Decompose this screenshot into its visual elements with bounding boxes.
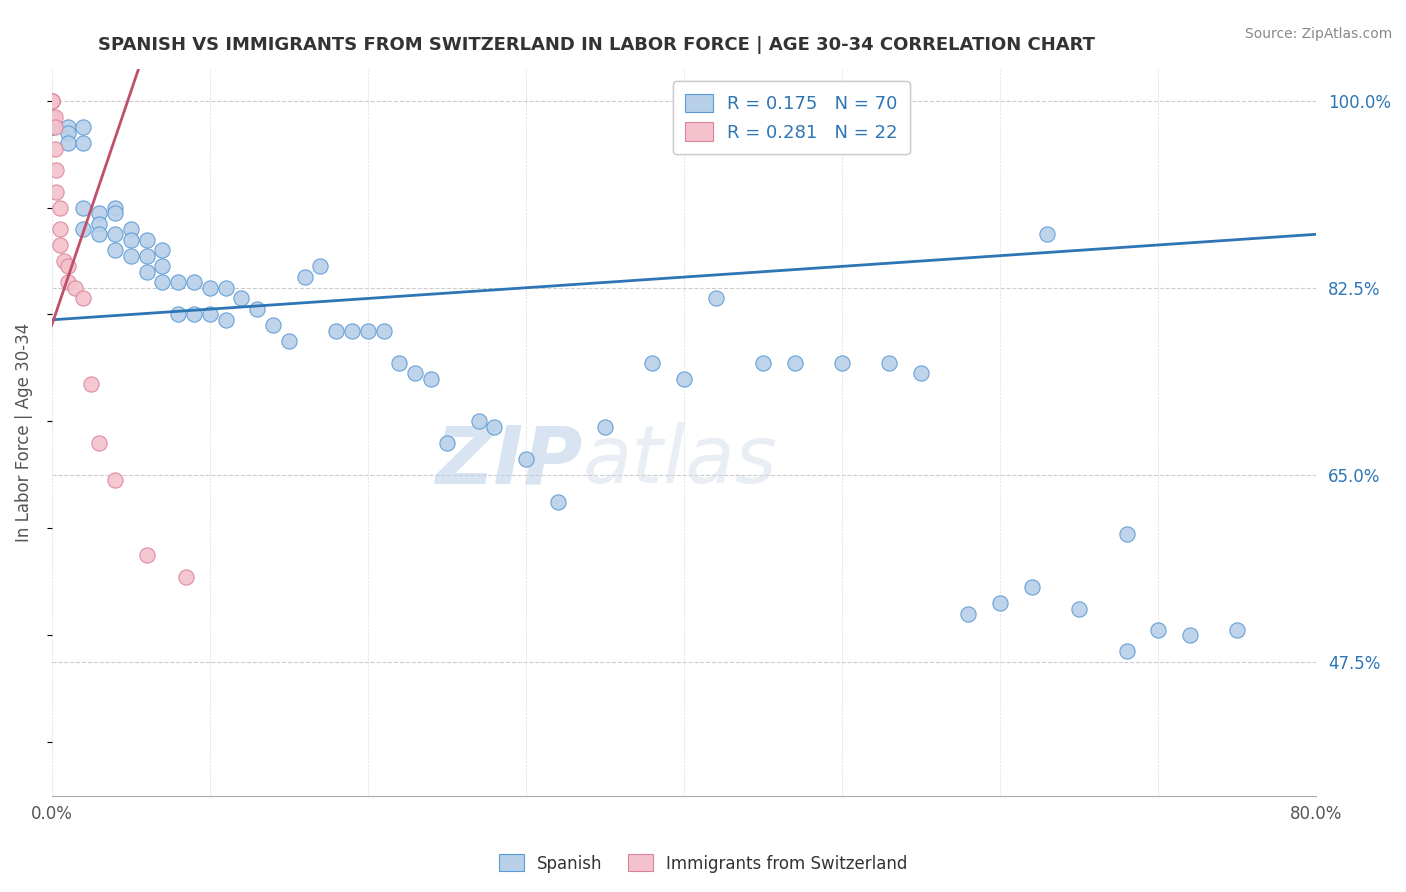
Point <box>72 201 94 215</box>
Point <box>135 265 157 279</box>
Point <box>167 308 190 322</box>
Point <box>104 201 127 215</box>
Point <box>72 292 94 306</box>
Y-axis label: In Labor Force | Age 30-34: In Labor Force | Age 30-34 <box>15 323 32 541</box>
Point <box>104 473 127 487</box>
Point <box>56 260 79 274</box>
Point <box>183 276 205 290</box>
Point <box>547 494 569 508</box>
Point <box>672 372 695 386</box>
Point <box>1226 623 1249 637</box>
Point <box>1178 628 1201 642</box>
Point <box>294 270 316 285</box>
Text: ZIP: ZIP <box>436 422 583 500</box>
Point <box>41 94 63 108</box>
Point <box>56 120 79 135</box>
Point <box>150 244 173 258</box>
Point <box>174 569 197 583</box>
Text: Source: ZipAtlas.com: Source: ZipAtlas.com <box>1244 27 1392 41</box>
Point <box>1069 601 1091 615</box>
Legend: R = 0.175   N = 70, R = 0.281   N = 22: R = 0.175 N = 70, R = 0.281 N = 22 <box>673 81 910 154</box>
Text: SPANISH VS IMMIGRANTS FROM SWITZERLAND IN LABOR FORCE | AGE 30-34 CORRELATION CH: SPANISH VS IMMIGRANTS FROM SWITZERLAND I… <box>98 36 1095 54</box>
Point <box>104 244 127 258</box>
Point <box>593 419 616 434</box>
Point <box>48 222 70 236</box>
Point <box>41 120 63 135</box>
Point <box>515 451 537 466</box>
Point <box>879 356 901 370</box>
Point <box>89 206 111 220</box>
Point <box>45 185 67 199</box>
Point <box>135 233 157 247</box>
Point <box>1115 644 1137 658</box>
Point <box>1147 623 1170 637</box>
Point <box>373 324 395 338</box>
Point <box>231 292 253 306</box>
Point <box>41 94 63 108</box>
Point <box>104 227 127 242</box>
Point <box>262 318 284 333</box>
Point <box>183 308 205 322</box>
Point <box>120 249 142 263</box>
Point <box>44 142 66 156</box>
Point <box>309 260 332 274</box>
Point <box>198 308 221 322</box>
Point <box>89 217 111 231</box>
Point <box>831 356 853 370</box>
Point <box>246 302 269 317</box>
Point <box>48 238 70 252</box>
Point <box>41 110 63 124</box>
Point <box>150 276 173 290</box>
Point <box>704 292 727 306</box>
Point <box>1036 227 1059 242</box>
Point <box>44 120 66 135</box>
Point <box>89 227 111 242</box>
Point <box>56 276 79 290</box>
Point <box>89 435 111 450</box>
Point <box>325 324 347 338</box>
Point <box>135 249 157 263</box>
Point <box>214 281 236 295</box>
Point <box>420 372 443 386</box>
Point <box>436 435 458 450</box>
Point <box>56 126 79 140</box>
Point <box>910 367 932 381</box>
Point <box>340 324 363 338</box>
Point <box>41 120 63 135</box>
Point <box>48 201 70 215</box>
Point <box>150 260 173 274</box>
Point <box>56 136 79 151</box>
Point <box>957 607 980 621</box>
Point <box>41 94 63 108</box>
Point <box>120 233 142 247</box>
Point <box>72 222 94 236</box>
Point <box>198 281 221 295</box>
Point <box>104 206 127 220</box>
Point <box>752 356 775 370</box>
Point <box>1021 580 1043 594</box>
Legend: Spanish, Immigrants from Switzerland: Spanish, Immigrants from Switzerland <box>492 847 914 880</box>
Point <box>167 276 190 290</box>
Point <box>44 110 66 124</box>
Point <box>80 377 103 392</box>
Point <box>65 281 87 295</box>
Point <box>72 136 94 151</box>
Point <box>783 356 806 370</box>
Point <box>135 548 157 562</box>
Point <box>45 163 67 178</box>
Point <box>1115 526 1137 541</box>
Point <box>484 419 506 434</box>
Point <box>214 313 236 327</box>
Point <box>357 324 380 338</box>
Point <box>120 222 142 236</box>
Point <box>72 120 94 135</box>
Point <box>388 356 411 370</box>
Point <box>277 334 299 349</box>
Point <box>988 596 1011 610</box>
Point <box>53 254 76 268</box>
Point <box>404 367 426 381</box>
Point <box>641 356 664 370</box>
Text: atlas: atlas <box>583 422 778 500</box>
Point <box>467 414 489 428</box>
